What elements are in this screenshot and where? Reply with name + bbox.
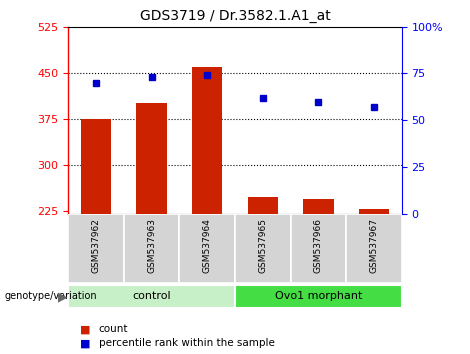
FancyBboxPatch shape [235,285,402,308]
Bar [136,103,167,214]
FancyBboxPatch shape [290,214,346,283]
Text: count: count [99,324,128,334]
Text: genotype/variation: genotype/variation [5,291,97,302]
Text: ■: ■ [80,324,90,334]
Text: percentile rank within the sample: percentile rank within the sample [99,338,274,348]
FancyBboxPatch shape [346,214,402,283]
Text: GSM537963: GSM537963 [147,218,156,273]
Bar [248,197,278,214]
Bar [359,209,389,214]
Bar [192,67,222,214]
Text: GDS3719 / Dr.3582.1.A1_at: GDS3719 / Dr.3582.1.A1_at [140,9,330,23]
FancyBboxPatch shape [124,214,180,283]
FancyBboxPatch shape [68,285,235,308]
Text: GSM537962: GSM537962 [92,218,101,273]
Text: ■: ■ [80,338,90,348]
FancyBboxPatch shape [68,214,124,283]
Text: Ovo1 morphant: Ovo1 morphant [275,291,362,302]
Bar [81,119,111,214]
Bar [303,199,334,214]
Text: control: control [132,291,171,302]
FancyBboxPatch shape [235,214,290,283]
FancyBboxPatch shape [180,214,235,283]
Text: GSM537966: GSM537966 [314,218,323,273]
Text: GSM537967: GSM537967 [369,218,378,273]
Text: ▶: ▶ [58,290,68,303]
Text: GSM537965: GSM537965 [258,218,267,273]
Text: GSM537964: GSM537964 [203,218,212,273]
